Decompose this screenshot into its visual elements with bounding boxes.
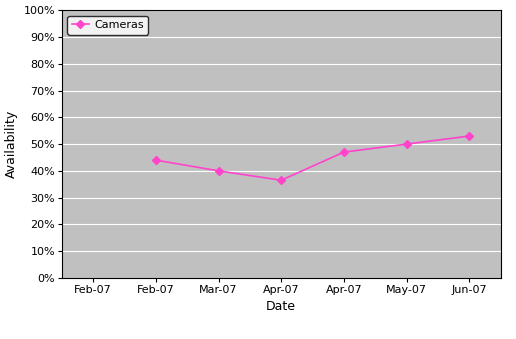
Legend: Cameras: Cameras [68,16,148,35]
Cameras [341,150,347,154]
Y-axis label: Availability: Availability [5,110,18,178]
Cameras [216,169,222,173]
Cameras [466,134,472,138]
Cameras [153,158,159,162]
X-axis label: Date: Date [266,300,296,314]
Line: Cameras: Cameras [153,133,472,183]
Cameras [404,142,410,146]
Cameras [278,178,284,182]
